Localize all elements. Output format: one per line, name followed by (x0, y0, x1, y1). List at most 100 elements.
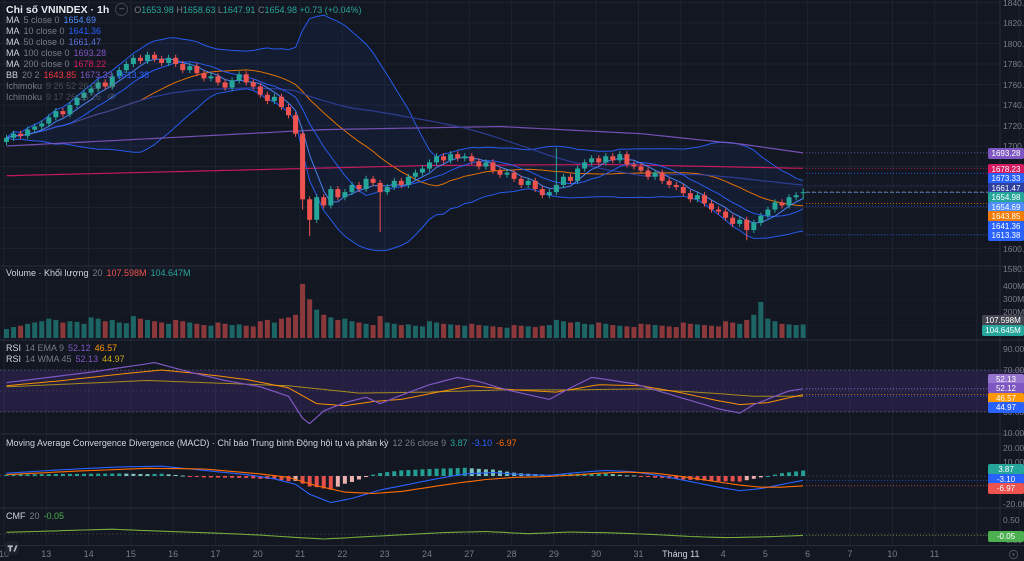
symbol-title[interactable]: Chỉ số VNINDEX · 1h (6, 3, 110, 16)
price-indicators-legend: MA 5 close 0 1654.69 MA 10 close 0 1641.36 MA 5… (6, 15, 149, 103)
pane-separators[interactable] (0, 0, 1024, 545)
time-tick-label: 28 (506, 549, 517, 559)
indicator-params: 10 close 0 (23, 26, 65, 36)
axis-tick-label: 20.00 (1003, 443, 1024, 453)
axis-value-badge: 46.57 (988, 392, 1024, 404)
indicator-value: 44.97 (102, 354, 125, 364)
axis-value-badge: 1678.23 (988, 163, 1024, 175)
indicator-legend-row[interactable]: MA 50 close 0 1661.47 (6, 37, 149, 48)
axis-value-badge: 52.13 (988, 373, 1024, 385)
ohlc-value: 1653.98 (141, 4, 177, 15)
indicator-legend-row[interactable]: MA 5 close 0 1654.69 (6, 15, 149, 26)
indicator-legend-row[interactable]: RSI 14 EMA 9 52.12 46.57 (6, 343, 125, 354)
axis-tick-label: 1580.00 (1003, 264, 1024, 274)
indicator-legend-row[interactable]: MA 200 close 0 1678.22 (6, 59, 149, 70)
axis-value-badge: 44.97 (988, 402, 1024, 414)
indicator-legend-row[interactable]: RSI 14 WMA 45 52.13 44.97 (6, 354, 125, 365)
indicator-legend-row[interactable]: Volume · Khối lượng 20 107.598M 104.647M (6, 268, 191, 279)
axis-tick-label: 1800.00 (1003, 38, 1024, 49)
indicator-name: MA (6, 37, 20, 47)
indicator-name: RSI (6, 354, 22, 364)
ohlc-values: O1653.98 H1658.63 L1647.91 C1654.98 +0.7… (134, 4, 361, 16)
axis-tick-label: 70.00 (1003, 365, 1024, 375)
axis-tick-label: 400M (1003, 281, 1024, 292)
ohlc-value: 1654.98 (264, 4, 300, 15)
indicator-value: 104.647M (150, 268, 191, 278)
moving-averages (6, 58, 804, 224)
axis-value-badge: -0.05 (988, 530, 1024, 542)
time-tick-label: 23 (379, 549, 390, 559)
axis-value-badge: 1693.28 (988, 148, 1024, 160)
axis-value-badge: 104.645M (982, 324, 1024, 336)
indicator-name: Ichimoku (6, 81, 43, 91)
rsi-pane (0, 361, 1024, 425)
indicator-legend-row[interactable]: BB 20 2 1643.85 1673.33 1613.38 (6, 70, 149, 81)
axis-value-badge: 1641.36 (988, 220, 1024, 232)
indicator-name: MA (6, 26, 20, 36)
ohlc-key: L (217, 4, 223, 15)
axis-value-badge: 1613.38 (988, 230, 1024, 242)
symbol-header: Chỉ số VNINDEX · 1h – O1653.98 H1658.63 … (6, 3, 362, 16)
indicator-value: 1678.22 (73, 59, 107, 69)
eye-off-icon[interactable] (105, 81, 116, 93)
ohlc-key: H (176, 4, 183, 15)
indicator-params: 9 26 52 26 26 (46, 81, 102, 91)
axis-tick-label: 1720.00 (1003, 120, 1024, 131)
indicator-value: 1673.33 (80, 70, 113, 80)
indicator-value: 1643.85 (43, 70, 77, 80)
rsi-legend: RSI 14 EMA 9 52.12 46.57 RSI 14 WMA 45 52.13 44… (6, 343, 125, 365)
indicator-params: 20 (29, 511, 40, 521)
axis-tick-label: 1600.00 (1003, 243, 1024, 254)
time-tick-label: 13 (41, 549, 52, 559)
indicator-params: 9 17 26 26 26 (46, 92, 102, 102)
chart-canvas[interactable] (0, 0, 1024, 545)
axis-value-badge: 3.87 (988, 464, 1024, 476)
indicator-value: 52.12 (68, 343, 91, 353)
eye-off-icon[interactable] (105, 92, 116, 104)
axis-value-badge: 1654.98 (988, 192, 1024, 204)
collapse-legend-button[interactable]: – (115, 3, 129, 16)
indicator-legend-row[interactable]: Moving Average Convergence Divergence (M… (6, 438, 517, 449)
indicator-params: 100 close 0 (23, 48, 70, 58)
indicator-legend-row[interactable]: Ichimoku 9 26 52 26 26 (6, 81, 149, 92)
axis-tick-label: -20.00 (1003, 499, 1024, 509)
time-scale[interactable]: 10 13 14 15 16 17 20 21 22 23 24 27 28 29 30 31 Tháng 11… (0, 545, 1024, 561)
axis-tick-label: 0.50 (1003, 515, 1020, 525)
axis-value-badge: -6.97 (988, 483, 1024, 495)
time-tick-label: Tháng 11 (662, 549, 700, 559)
axis-tick-label: 1840.00 (1003, 0, 1024, 8)
time-tick-label: 27 (464, 549, 475, 559)
axis-tick-label: 1760.00 (1003, 79, 1024, 90)
time-tick-label: 15 (125, 549, 136, 559)
ohlc-key: C (257, 4, 265, 15)
indicator-value: 1693.28 (73, 48, 107, 58)
axis-value-badge: 1654.69 (988, 201, 1024, 213)
indicator-value: 1661.47 (68, 37, 102, 47)
indicator-legend-row[interactable]: CMF 20 -0.05 (6, 511, 64, 522)
last-value-lines (806, 152, 1024, 536)
time-tick-label: 6 (805, 549, 811, 559)
indicator-legend-row[interactable]: MA 100 close 0 1693.28 (6, 48, 149, 59)
indicator-name: Ichimoku (6, 92, 43, 102)
indicator-params: 20 2 (22, 70, 40, 80)
cmf-legend: CMF 20 -0.05 (6, 511, 64, 522)
tradingview-logo[interactable] (5, 541, 19, 555)
indicator-legend-row[interactable]: MA 10 close 0 1641.36 (6, 26, 149, 37)
indicator-value: 3.87 (450, 438, 468, 448)
cmf-pane (0, 528, 1024, 540)
indicator-params: 200 close 0 (23, 59, 70, 69)
time-tick-label: 4 (720, 549, 726, 559)
axis-tick-label: 1700.00 (1003, 141, 1024, 151)
time-tick-label: 16 (168, 549, 179, 559)
ohlc-key: O (134, 4, 142, 15)
time-tick-label: 10 (0, 549, 9, 559)
axis-tick-label: 200M (1003, 307, 1024, 318)
scale-settings-icon[interactable] (1008, 547, 1019, 561)
indicator-legend-row[interactable]: Ichimoku 9 17 26 26 26 (6, 92, 149, 103)
ohlc-value: 1658.63 (182, 4, 218, 15)
indicator-value: 1613.38 (116, 70, 150, 80)
indicator-params: 14 EMA 9 (25, 343, 65, 353)
time-tick-label: 14 (83, 549, 94, 559)
indicator-value: -3.10 (471, 438, 493, 448)
